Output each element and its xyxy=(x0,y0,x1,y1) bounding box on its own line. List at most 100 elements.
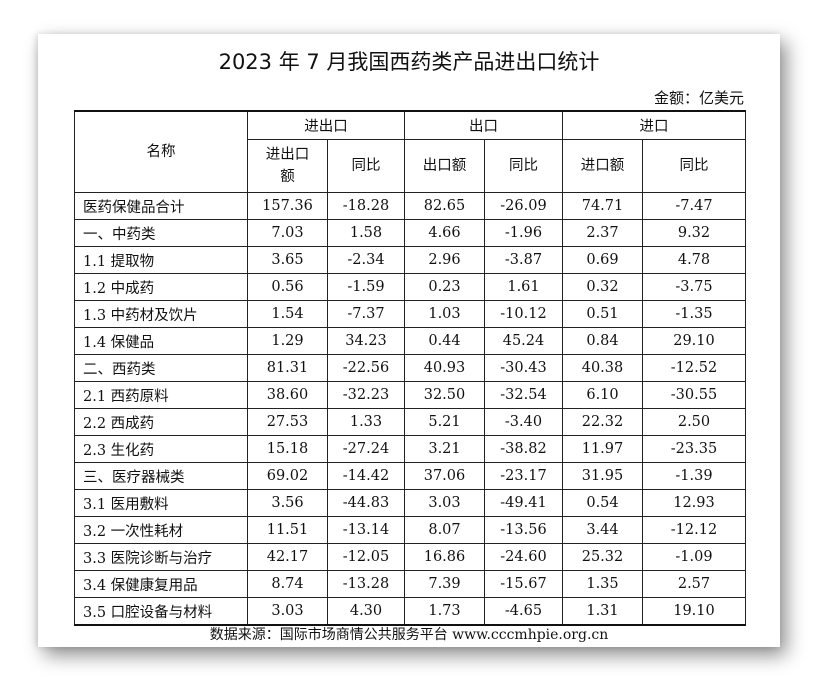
cell-export-yoy: -3.40 xyxy=(484,408,563,436)
cell-import: 11.97 xyxy=(562,435,643,463)
cell-import: 31.95 xyxy=(562,462,643,490)
table-row: 1.4 保健品 1.29 34.23 0.44 45.24 0.84 29.10 xyxy=(74,327,746,355)
cell-import-yoy: -12.52 xyxy=(642,354,746,382)
cell-export-yoy: -3.87 xyxy=(484,246,563,274)
cell-name: 1.4 保健品 xyxy=(74,327,248,355)
cell-name: 1.2 中成药 xyxy=(74,273,248,301)
cell-total-yoy: -7.37 xyxy=(327,300,405,328)
cell-total-yoy: -2.34 xyxy=(327,246,405,274)
cell-import: 1.31 xyxy=(562,597,643,626)
cell-import: 0.32 xyxy=(562,273,643,301)
cell-total: 3.03 xyxy=(247,597,328,626)
cell-import-yoy: 12.93 xyxy=(642,489,746,517)
header-total-amount: 进出口额 xyxy=(247,139,328,193)
cell-import: 0.84 xyxy=(562,327,643,355)
cell-import: 0.54 xyxy=(562,489,643,517)
cell-import-yoy: -30.55 xyxy=(642,381,746,409)
table-row: 1.3 中药材及饮片 1.54 -7.37 1.03 -10.12 0.51 -1.35 xyxy=(74,300,746,328)
cell-export-yoy: -26.09 xyxy=(484,192,563,220)
document-sheet: 2023 年 7 月我国西药类产品进出口统计 金额：亿美元 名称 进出口 出口 … xyxy=(38,34,780,647)
cell-name: 2.1 西药原料 xyxy=(74,381,248,409)
cell-export: 0.23 xyxy=(404,273,485,301)
table-row: 3.3 医院诊断与治疗 42.17 -12.05 16.86 -24.60 25.32 -1… xyxy=(74,543,746,571)
cell-import: 40.38 xyxy=(562,354,643,382)
cell-total-yoy: 1.58 xyxy=(327,219,405,247)
cell-name: 三、医疗器械类 xyxy=(74,462,248,490)
cell-total: 1.54 xyxy=(247,300,328,328)
cell-total: 15.18 xyxy=(247,435,328,463)
cell-import-yoy: 9.32 xyxy=(642,219,746,247)
cell-export: 1.03 xyxy=(404,300,485,328)
cell-export-yoy: -38.82 xyxy=(484,435,563,463)
table-row: 1.1 提取物 3.65 -2.34 2.96 -3.87 0.69 4.78 xyxy=(74,246,746,274)
cell-name: 二、西药类 xyxy=(74,354,248,382)
cell-export: 3.03 xyxy=(404,489,485,517)
cell-total-yoy: -14.42 xyxy=(327,462,405,490)
cell-total: 81.31 xyxy=(247,354,328,382)
cell-total: 11.51 xyxy=(247,516,328,544)
cell-total-yoy: 4.30 xyxy=(327,597,405,626)
cell-import: 0.51 xyxy=(562,300,643,328)
cell-export: 0.44 xyxy=(404,327,485,355)
cell-export: 40.93 xyxy=(404,354,485,382)
cell-import-yoy: -23.35 xyxy=(642,435,746,463)
cell-export: 16.86 xyxy=(404,543,485,571)
cell-export-yoy: -4.65 xyxy=(484,597,563,626)
cell-total: 8.74 xyxy=(247,570,328,598)
header-total-yoy: 同比 xyxy=(327,139,405,193)
cell-export-yoy: -1.96 xyxy=(484,219,563,247)
cell-total: 69.02 xyxy=(247,462,328,490)
cell-total-yoy: -44.83 xyxy=(327,489,405,517)
cell-name: 3.1 医用敷料 xyxy=(74,489,248,517)
cell-total: 38.60 xyxy=(247,381,328,409)
cell-total-yoy: -1.59 xyxy=(327,273,405,301)
table-row: 2.2 西成药 27.53 1.33 5.21 -3.40 22.32 2.50 xyxy=(74,408,746,436)
data-source: 数据来源：国际市场商情公共服务平台 www.cccmhpie.org.cn xyxy=(209,627,609,643)
cell-total-yoy: 1.33 xyxy=(327,408,405,436)
cell-name: 1.3 中药材及饮片 xyxy=(74,300,248,328)
cell-total: 1.29 xyxy=(247,327,328,355)
cell-name: 3.4 保健康复用品 xyxy=(74,570,248,598)
table-row: 三、医疗器械类 69.02 -14.42 37.06 -23.17 31.95 -1.39 xyxy=(74,462,746,490)
cell-export: 1.73 xyxy=(404,597,485,626)
cell-import-yoy: 2.57 xyxy=(642,570,746,598)
cell-import: 0.69 xyxy=(562,246,643,274)
header-import-yoy: 同比 xyxy=(642,139,746,193)
header-group-total: 进出口 xyxy=(247,110,405,140)
cell-export-yoy: -49.41 xyxy=(484,489,563,517)
header-export-yoy: 同比 xyxy=(484,139,563,193)
table-row: 3.1 医用敷料 3.56 -44.83 3.03 -49.41 0.54 12.93 xyxy=(74,489,746,517)
cell-import-yoy: 19.10 xyxy=(642,597,746,626)
header-group-import: 进口 xyxy=(562,110,746,140)
header-name: 名称 xyxy=(74,110,248,193)
cell-total-yoy: -27.24 xyxy=(327,435,405,463)
cell-import-yoy: -3.75 xyxy=(642,273,746,301)
cell-import-yoy: -7.47 xyxy=(642,192,746,220)
cell-export: 3.21 xyxy=(404,435,485,463)
cell-export-yoy: -24.60 xyxy=(484,543,563,571)
header-import-amount: 进口额 xyxy=(562,139,643,193)
cell-export: 4.66 xyxy=(404,219,485,247)
cell-export: 7.39 xyxy=(404,570,485,598)
cell-import: 2.37 xyxy=(562,219,643,247)
cell-import-yoy: -1.09 xyxy=(642,543,746,571)
cell-total-yoy: -32.23 xyxy=(327,381,405,409)
cell-import-yoy: -12.12 xyxy=(642,516,746,544)
cell-total: 7.03 xyxy=(247,219,328,247)
table-row: 3.5 口腔设备与材料 3.03 4.30 1.73 -4.65 1.31 19.10 xyxy=(74,597,746,626)
cell-import-yoy: 2.50 xyxy=(642,408,746,436)
table-row: 一、中药类 7.03 1.58 4.66 -1.96 2.37 9.32 xyxy=(74,219,746,247)
cell-export: 37.06 xyxy=(404,462,485,490)
cell-total-yoy: -22.56 xyxy=(327,354,405,382)
cell-total-yoy: -13.28 xyxy=(327,570,405,598)
cell-import-yoy: 29.10 xyxy=(642,327,746,355)
header-export-amount: 出口额 xyxy=(404,139,485,193)
cell-import: 1.35 xyxy=(562,570,643,598)
statistics-table: 名称 进出口 出口 进口 进出口额 同比 出口额 同比 进口额 同比 医药保健品… xyxy=(74,110,746,626)
cell-export: 82.65 xyxy=(404,192,485,220)
table-row: 2.1 西药原料 38.60 -32.23 32.50 -32.54 6.10 -30.55 xyxy=(74,381,746,409)
cell-total: 42.17 xyxy=(247,543,328,571)
cell-import-yoy: -1.39 xyxy=(642,462,746,490)
table-row: 二、西药类 81.31 -22.56 40.93 -30.43 40.38 -12.52 xyxy=(74,354,746,382)
cell-total: 0.56 xyxy=(247,273,328,301)
